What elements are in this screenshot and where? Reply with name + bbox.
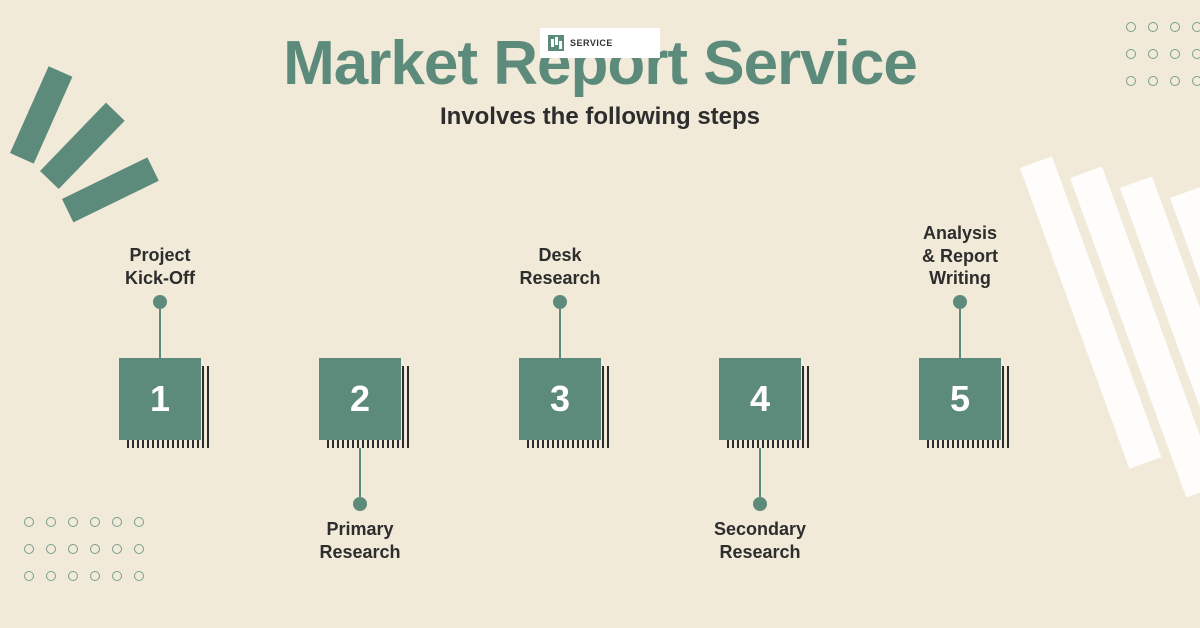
logo-badge: SERVICE (540, 28, 660, 58)
connector-line (359, 448, 361, 504)
connector-dot-icon (153, 295, 167, 309)
connector-line (959, 302, 961, 358)
step-box-wrap: 2 (319, 358, 401, 440)
step-label: DeskResearch (470, 244, 650, 289)
connector-dot-icon (953, 295, 967, 309)
connector-dot-icon (353, 497, 367, 511)
step-2: 2 PrimaryResearch (270, 208, 450, 588)
step-5: 5 Analysis& ReportWriting (870, 208, 1050, 588)
step-label: ProjectKick-Off (70, 244, 250, 289)
step-number-box: 2 (319, 358, 401, 440)
connector-line (759, 448, 761, 504)
step-3: 3 DeskResearch (470, 208, 650, 588)
step-number-box: 5 (919, 358, 1001, 440)
dot-grid-top-right (1120, 16, 1200, 97)
logo-icon (548, 35, 564, 51)
step-number-box: 1 (119, 358, 201, 440)
step-label: Analysis& ReportWriting (870, 222, 1050, 290)
page-subtitle: Involves the following steps (0, 103, 1200, 131)
step-box-wrap: 3 (519, 358, 601, 440)
step-4: 4 SecondaryResearch (670, 208, 850, 588)
step-box-wrap: 5 (919, 358, 1001, 440)
step-label: SecondaryResearch (670, 518, 850, 563)
steps-container: 1 ProjectKick-Off 2 PrimaryResearch 3 DeskRes… (0, 208, 1200, 588)
step-box-wrap: 4 (719, 358, 801, 440)
step-label: PrimaryResearch (270, 518, 450, 563)
connector-line (159, 302, 161, 358)
connector-dot-icon (753, 497, 767, 511)
step-number-box: 4 (719, 358, 801, 440)
connector-line (559, 302, 561, 358)
connector-dot-icon (553, 295, 567, 309)
step-number-box: 3 (519, 358, 601, 440)
logo-text: SERVICE (570, 38, 613, 48)
step-box-wrap: 1 (119, 358, 201, 440)
step-1: 1 ProjectKick-Off (70, 208, 250, 588)
rays-decoration-top-left (0, 58, 120, 208)
